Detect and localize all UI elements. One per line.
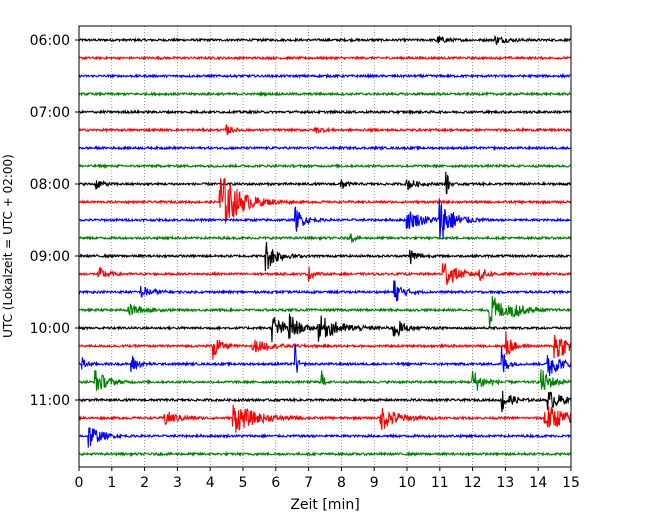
x-tick-label: 0 (75, 475, 84, 491)
y-tick-label: 07:00 (30, 105, 70, 121)
y-tick-label: 11:00 (30, 393, 70, 409)
x-tick-label: 6 (271, 475, 280, 491)
seismogram-trace (78, 162, 572, 170)
x-tick-label: 1 (107, 475, 116, 491)
x-tick-label: 4 (206, 475, 215, 491)
x-tick-label: 3 (173, 475, 182, 491)
seismogram-trace (78, 369, 572, 391)
seismogram-trace (78, 331, 572, 360)
seismogram-trace (78, 295, 572, 327)
seismogram-trace (78, 144, 572, 152)
seismogram-traces (78, 34, 572, 458)
seismogram-trace (78, 451, 572, 458)
y-tick-label: 08:00 (30, 177, 70, 193)
x-axis-label: Zeit [min] (290, 497, 359, 513)
seismogram-trace (78, 280, 572, 302)
seismogram-trace (78, 124, 572, 136)
seismogram-trace (78, 427, 572, 448)
y-tick-label: 06:00 (30, 33, 70, 49)
x-tick-label: 7 (304, 475, 313, 491)
seismogram-trace (78, 233, 572, 243)
seismogram-trace (78, 404, 572, 433)
seismogram-trace (78, 177, 572, 224)
x-tick-label: 12 (464, 475, 482, 491)
seismogram-trace (78, 108, 572, 115)
x-tick-label: 13 (496, 475, 514, 491)
x-tick-label: 14 (529, 475, 547, 491)
seismogram-trace (78, 313, 572, 343)
x-tick-label: 8 (337, 475, 346, 491)
seismogram-trace (78, 34, 572, 46)
y-axis-label: UTC (Lokalzeit = UTC + 02:00) (1, 154, 15, 338)
seismogram-trace (78, 198, 572, 240)
seismogram-trace (78, 241, 572, 272)
x-tick-label: 5 (239, 475, 248, 491)
x-tick-label: 15 (562, 475, 580, 491)
seismogram-trace (78, 263, 572, 286)
seismogram-trace (78, 90, 572, 98)
x-tick-label: 2 (140, 475, 149, 491)
seismogram-trace (78, 54, 572, 62)
y-axis-ticks: 06:00 07:00 08:00 09:00 10:00 11:00 (30, 33, 79, 409)
x-tick-label: 11 (431, 475, 449, 491)
plot-frame (78, 25, 572, 468)
y-tick-label: 10:00 (30, 321, 70, 337)
seismogram-trace (78, 343, 572, 376)
x-tick-label: 9 (370, 475, 379, 491)
seismogram-trace (78, 171, 572, 195)
seismogram-trace (78, 390, 572, 413)
x-axis-ticks: 0 1 2 3 4 5 6 7 8 9 10 11 12 13 14 15 (75, 467, 580, 491)
x-tick-label: 10 (398, 475, 416, 491)
y-tick-label: 09:00 (30, 249, 70, 265)
seismogram-trace (78, 72, 572, 80)
